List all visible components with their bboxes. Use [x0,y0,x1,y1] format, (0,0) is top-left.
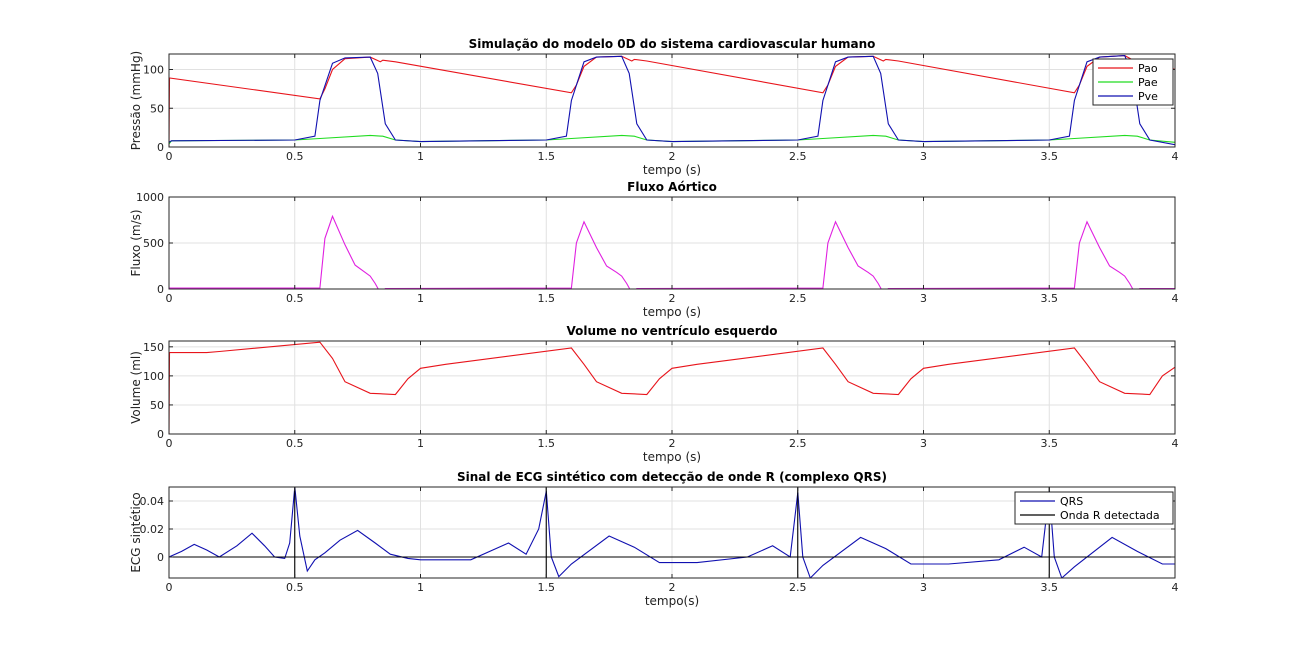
x-tick-label: 4 [1172,292,1179,305]
x-tick-label: 0.5 [286,292,304,305]
y-tick-label: 0 [157,428,164,441]
x-tick-label: 2 [669,437,676,450]
y-tick-label: 50 [150,399,164,412]
chart-4: 0 0.5 1 1.5 2 2.5 3 3.5 4 0 0.02 0.04 Sinal de ECG s… [129,470,1179,608]
legend-label: Pae [1138,76,1158,89]
y-axis-label: Fluxo (m/s) [129,209,143,276]
y-tick-label: 0.02 [140,523,165,536]
series-line-3 [169,55,1175,146]
x-tick-label: 3.5 [1041,437,1059,450]
x-tick-label: 1.5 [538,292,556,305]
y-tick-label: 0 [157,551,164,564]
x-tick-label: 4 [1172,437,1179,450]
chart-title: Fluxo Aórtico [627,180,717,194]
x-tick-label: 2 [669,581,676,594]
y-tick-label: 0 [157,283,164,296]
chart-3: 0 0.5 1 1.5 2 2.5 3 3.5 4 0 50 100 150 Volume no vent… [129,324,1179,464]
legend-box [1014,491,1174,525]
legend-label: Pve [1138,90,1158,103]
x-tick-label: 3.5 [1041,150,1059,163]
x-tick-label: 2 [669,150,676,163]
y-axis-label: ECG sintético [129,492,143,572]
x-tick-label: 2 [669,292,676,305]
x-tick-label: 2.5 [789,150,807,163]
x-tick-label: 3 [920,437,927,450]
x-tick-label: 2.5 [789,437,807,450]
y-tick-label: 0.04 [140,495,165,508]
x-tick-label: 0.5 [286,150,304,163]
y-tick-label: 500 [143,237,164,250]
x-tick-label: 3.5 [1041,581,1059,594]
x-tick-label: 4 [1172,150,1179,163]
chart-title: Sinal de ECG sintético com detecção de o… [457,470,887,484]
chart-title: Volume no ventrículo esquerdo [566,324,777,338]
series-line-1 [169,341,1175,434]
x-tick-label: 1 [417,437,424,450]
y-tick-label: 100 [143,370,164,383]
x-tick-label: 0 [166,150,173,163]
x-tick-label: 0.5 [286,581,304,594]
x-tick-label: 3.5 [1041,292,1059,305]
x-tick-label: 1.5 [538,581,556,594]
x-tick-label: 2.5 [789,292,807,305]
x-axis-label: tempo (s) [643,305,701,319]
x-axis-label: tempo (s) [643,450,701,464]
x-tick-label: 1 [417,150,424,163]
legend-label: Pao [1138,62,1158,75]
x-tick-label: 0 [166,292,173,305]
x-tick-label: 2.5 [789,581,807,594]
chart-1: 0 0.5 1 1.5 2 2.5 3 3.5 4 0 50 100 Simulação do mode… [129,37,1179,177]
x-axis-label: tempo (s) [643,163,701,177]
y-tick-label: 150 [143,341,164,354]
x-tick-label: 4 [1172,581,1179,594]
y-tick-label: 100 [143,64,164,77]
x-tick-label: 3 [920,292,927,305]
y-axis-label: Volume (ml) [129,351,143,424]
y-tick-label: 1000 [136,191,164,204]
x-tick-label: 0 [166,437,173,450]
x-tick-label: 0.5 [286,437,304,450]
x-tick-label: 1.5 [538,150,556,163]
x-tick-label: 0 [166,581,173,594]
x-tick-label: 3 [920,581,927,594]
y-axis-label: Pressão (mmHg) [129,51,143,150]
series-line-1 [169,214,1175,289]
x-tick-label: 1.5 [538,437,556,450]
legend-label: QRS [1060,495,1083,508]
chart-2: 0 0.5 1 1.5 2 2.5 3 3.5 4 0 500 1000 Fluxo Aórtico te… [129,180,1179,319]
x-axis-label: tempo(s) [645,594,699,608]
chart-title: Simulação do modelo 0D do sistema cardio… [469,37,876,51]
x-tick-label: 1 [417,581,424,594]
y-tick-label: 0 [157,141,164,154]
y-tick-label: 50 [150,102,164,115]
legend-label: Onda R detectada [1060,509,1160,522]
x-tick-label: 3 [920,150,927,163]
x-tick-label: 1 [417,292,424,305]
